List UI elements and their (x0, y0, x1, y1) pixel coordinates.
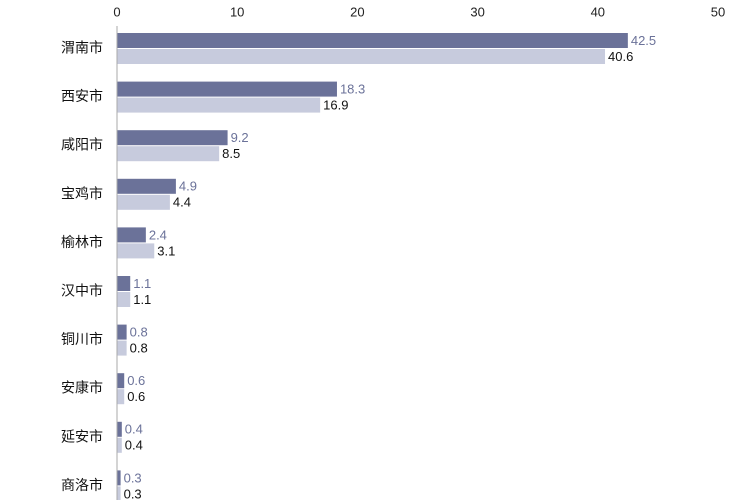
data-label-series-2: 4.4 (173, 195, 191, 210)
bar-series-2 (117, 146, 220, 162)
x-tick-label: 30 (470, 4, 484, 19)
bar-series-1 (117, 130, 228, 146)
data-label-series-1: 18.3 (340, 82, 365, 97)
category-label: 汉中市 (61, 283, 103, 300)
data-label-series-2: 0.6 (127, 389, 145, 404)
data-label-series-2: 0.4 (125, 438, 143, 453)
data-label-series-1: 4.9 (179, 179, 197, 194)
bar-series-2 (117, 486, 121, 500)
x-tick-label: 40 (591, 4, 605, 19)
bar-series-2 (117, 243, 155, 259)
x-tick-label: 10 (230, 4, 244, 19)
data-label-series-1: 0.6 (127, 373, 145, 388)
data-label-series-2: 8.5 (222, 146, 240, 161)
bar-series-1 (117, 324, 127, 340)
category-label: 安康市 (61, 380, 103, 397)
bar-series-1 (117, 421, 122, 437)
x-tick-label: 20 (350, 4, 364, 19)
bar-series-1 (117, 81, 337, 97)
bars (117, 33, 628, 500)
bar-series-2 (117, 437, 122, 453)
data-label-series-2: 16.9 (323, 98, 348, 113)
category-label: 渭南市 (61, 40, 103, 57)
data-label-series-1: 9.2 (231, 130, 249, 145)
data-label-series-2: 0.8 (130, 341, 148, 356)
category-label: 铜川市 (61, 331, 103, 348)
category-label: 西安市 (61, 88, 103, 105)
data-label-series-2: 1.1 (133, 292, 151, 307)
bar-series-2 (117, 194, 170, 210)
category-label: 宝鸡市 (61, 185, 103, 202)
data-label-series-1: 2.4 (149, 227, 167, 242)
data-label-series-1: 0.8 (130, 325, 148, 340)
x-tick-label: 0 (113, 4, 120, 19)
category-label: 榆林市 (61, 234, 103, 251)
bar-series-2 (117, 389, 125, 405)
bar-series-2 (117, 49, 606, 64)
x-tick-label: 50 (711, 4, 725, 19)
x-axis-ticks: 0 10 20 30 40 50 (113, 4, 725, 19)
bar-series-2 (117, 97, 321, 113)
bar-series-2 (117, 292, 131, 307)
bar-series-1 (117, 227, 146, 243)
bar-series-1 (117, 373, 125, 389)
category-label: 商洛市 (61, 477, 103, 494)
value-labels: 42.540.6 18.316.9 9.28.5 4.94.4 2.43.1 1.11.1… (124, 33, 657, 500)
data-label-series-1: 0.4 (125, 422, 143, 437)
data-label-series-2: 0.3 (124, 486, 142, 500)
bar-series-1 (117, 33, 628, 48)
bar-series-1 (117, 178, 176, 194)
data-label-series-1: 0.3 (124, 470, 142, 485)
data-label-series-2: 3.1 (157, 243, 175, 258)
bar-series-2 (117, 340, 127, 356)
category-label: 咸阳市 (61, 137, 103, 154)
data-label-series-1: 42.5 (631, 33, 656, 48)
bar-series-1 (117, 470, 121, 486)
bar-series-1 (117, 276, 131, 291)
category-label: 延安市 (61, 428, 103, 445)
data-label-series-2: 40.6 (608, 49, 633, 64)
data-label-series-1: 1.1 (133, 276, 151, 291)
